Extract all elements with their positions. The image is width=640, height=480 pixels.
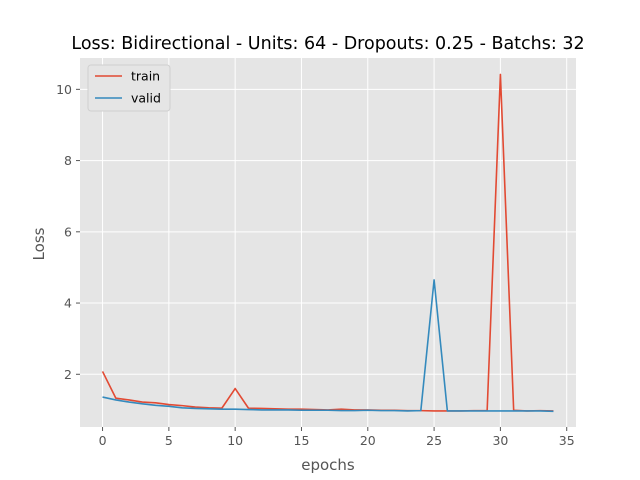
x-tick-label: 35 xyxy=(559,433,575,448)
legend-label-valid: valid xyxy=(131,91,161,106)
legend-label-train: train xyxy=(131,69,160,84)
y-tick-label: 2 xyxy=(64,367,72,382)
ticks: 0 5 10 15 20 25 30 35 2 4 6 8 10 xyxy=(56,82,575,448)
y-axis-label: Loss xyxy=(30,227,48,260)
y-tick-label: 4 xyxy=(64,296,72,311)
legend: train valid xyxy=(87,64,171,112)
x-tick-label: 25 xyxy=(426,433,442,448)
x-tick-label: 10 xyxy=(227,433,243,448)
y-tick-label: 6 xyxy=(64,224,72,239)
x-tick-label: 5 xyxy=(165,433,173,448)
x-tick-label: 30 xyxy=(492,433,508,448)
series-line-valid xyxy=(102,279,554,413)
y-tick-label: 10 xyxy=(56,82,72,97)
x-tick-label: 0 xyxy=(99,433,107,448)
x-tick-label: 15 xyxy=(294,433,310,448)
y-tick-label: 8 xyxy=(64,153,72,168)
x-tick-label: 20 xyxy=(360,433,376,448)
series-group xyxy=(101,73,554,413)
x-axis-label: epochs xyxy=(301,456,355,474)
chart-title: Loss: Bidirectional - Units: 64 - Dropou… xyxy=(71,34,584,54)
